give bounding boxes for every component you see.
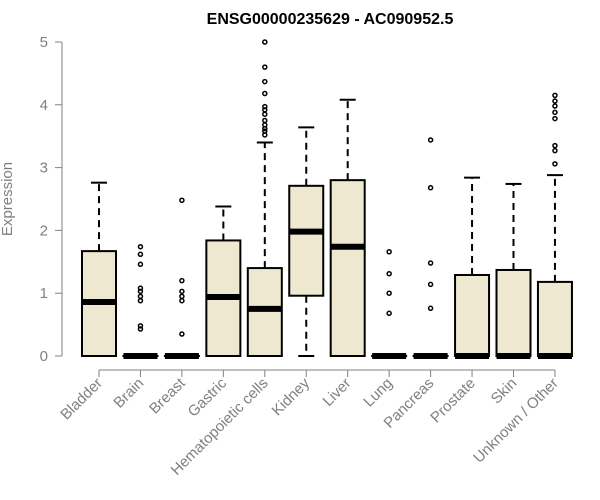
box-breast	[163, 197, 200, 359]
y-tick-label: 3	[40, 160, 48, 177]
x-category-label: Bladder	[57, 375, 106, 424]
box-kidney	[288, 126, 325, 357]
outlier-point	[137, 297, 144, 304]
outlier-point	[552, 161, 558, 167]
box-body	[329, 179, 366, 357]
outlier-point	[137, 326, 144, 332]
y-tick-label: 5	[40, 34, 48, 51]
box-body	[536, 280, 573, 357]
box-bladder	[81, 181, 117, 357]
outlier-point	[262, 39, 268, 45]
outlier-point	[137, 261, 144, 268]
outlier-point	[552, 147, 558, 154]
outlier-point	[137, 288, 144, 295]
outlier-point	[137, 285, 144, 291]
box-skin	[495, 182, 532, 359]
outlier-point	[427, 184, 434, 191]
outlier-point	[137, 243, 144, 250]
outlier-point	[427, 137, 434, 143]
box-hematopoietic-cells	[246, 39, 283, 357]
outlier-point	[386, 290, 392, 296]
box-body	[454, 273, 491, 358]
y-tick-label: 0	[40, 348, 48, 365]
outlier-point	[262, 103, 268, 110]
x-category-label: Kidney	[269, 374, 314, 419]
outlier-point	[386, 249, 392, 255]
box-unknown-other	[536, 92, 573, 359]
outlier-point	[262, 78, 268, 85]
outlier-point	[137, 251, 144, 258]
y-tick-label: 1	[40, 285, 48, 302]
outlier-point	[552, 98, 558, 104]
outlier-point	[262, 90, 268, 97]
box-liver	[329, 98, 366, 357]
box-gastric	[205, 205, 242, 357]
outlier-point	[427, 305, 434, 312]
outlier-point	[386, 270, 392, 277]
outlier-point	[552, 92, 558, 99]
x-category-label: Prostate	[427, 375, 479, 427]
outlier-point	[137, 323, 144, 329]
outlier-point	[262, 64, 268, 70]
outlier-point	[552, 142, 558, 149]
y-tick-label: 4	[40, 97, 48, 114]
y-axis-label: Expression	[0, 162, 16, 236]
outlier-point	[552, 103, 558, 109]
outlier-point	[179, 277, 185, 284]
box-body	[288, 184, 325, 297]
outlier-point	[427, 260, 434, 266]
x-category-label: Brain	[110, 375, 147, 412]
chart-title: ENSG00000235629 - AC090952.5	[207, 11, 454, 28]
outlier-point	[552, 109, 558, 116]
outlier-point	[179, 297, 185, 304]
box-body	[495, 268, 532, 357]
outlier-point	[179, 331, 185, 337]
outlier-point	[262, 107, 268, 113]
plot-area	[81, 39, 573, 359]
outlier-point	[179, 197, 185, 204]
outlier-point	[179, 288, 185, 295]
outlier-point	[552, 115, 558, 122]
outlier-point	[262, 117, 268, 124]
y-tick-label: 2	[40, 222, 48, 239]
outlier-point	[137, 293, 144, 300]
box-pancreas	[412, 137, 449, 359]
outlier-point	[179, 293, 185, 300]
outlier-point	[262, 122, 268, 128]
box-brain	[122, 243, 159, 359]
box-lung	[371, 249, 408, 359]
outlier-point	[427, 281, 434, 288]
box-prostate	[454, 176, 491, 359]
x-category-label: Lung	[360, 375, 396, 411]
outlier-point	[262, 128, 268, 134]
box-body	[246, 267, 283, 357]
x-category-label: Breast	[146, 374, 189, 417]
x-category-label: Skin	[488, 375, 521, 408]
x-category-label: Liver	[320, 375, 355, 410]
y-axis: 0 1 2 3 4 5	[40, 34, 63, 365]
outlier-point	[386, 310, 392, 317]
outlier-point	[262, 111, 268, 117]
